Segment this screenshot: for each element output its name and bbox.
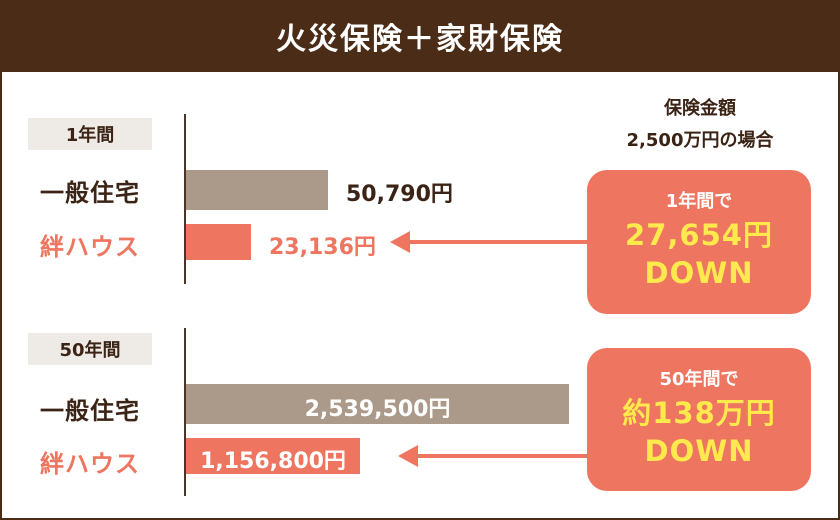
bar-general-1year: [186, 170, 328, 210]
bar-general-50year: [186, 384, 569, 424]
savings-down-label: DOWN: [644, 256, 754, 290]
category-label-kizuna-50year: 絆ハウス: [40, 450, 140, 478]
savings-amount: 27,654円: [625, 218, 773, 252]
category-label-general-1year: 一般住宅: [40, 179, 140, 207]
savings-down-label: DOWN: [644, 434, 754, 468]
bar-kizuna-50year: [186, 438, 360, 474]
caption-insured-amount: 保険金額: [664, 98, 736, 119]
bar-kizuna-1year: [186, 224, 251, 260]
axis-line-50year: [184, 328, 186, 496]
category-label-general-50year: 一般住宅: [40, 397, 140, 425]
savings-box-1year: 1年間で 27,654円 DOWN: [587, 170, 811, 314]
category-label-kizuna-1year: 絆ハウス: [40, 233, 140, 261]
savings-period-label: 1年間で: [665, 191, 733, 212]
arrow-left-icon: [398, 445, 588, 467]
arrow-left-icon: [390, 231, 588, 253]
value-label-kizuna-1year: 23,136円: [269, 235, 376, 260]
caption-condition: 2,500万円の場合: [626, 130, 774, 151]
value-label-general-1year: 50,790円: [346, 182, 453, 207]
period-tag-50year: 50年間: [28, 333, 152, 365]
period-tag-1year: 1年間: [28, 118, 152, 150]
axis-line-1year: [184, 114, 186, 284]
value-label-general-50year: 2,539,500円: [304, 397, 451, 422]
savings-period-label: 50年間で: [659, 369, 739, 390]
chart-title: 火災保険＋家財保険: [0, 0, 840, 72]
savings-amount: 約138万円: [622, 396, 776, 430]
savings-box-50year: 50年間で 約138万円 DOWN: [587, 348, 811, 491]
value-label-kizuna-50year: 1,156,800円: [200, 449, 346, 474]
